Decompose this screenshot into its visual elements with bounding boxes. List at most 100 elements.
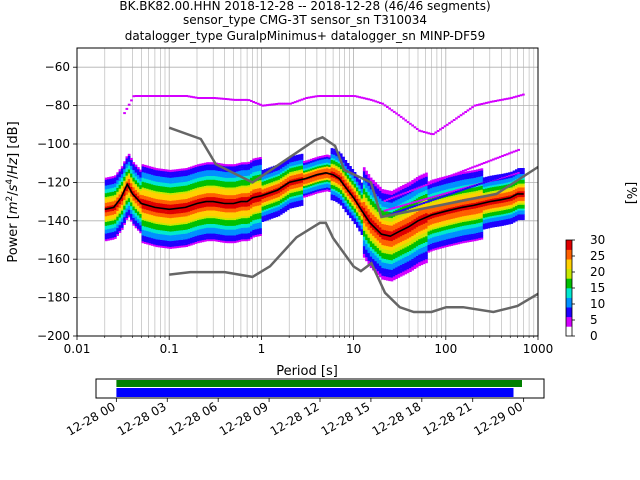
density-cell xyxy=(213,219,216,222)
density-cell xyxy=(316,181,320,184)
density-cell xyxy=(180,237,184,240)
density-cell xyxy=(321,165,325,168)
density-cell xyxy=(275,213,278,216)
density-cell xyxy=(210,177,214,180)
density-cell xyxy=(143,166,147,169)
density-cell xyxy=(369,239,373,242)
density-cell xyxy=(374,186,378,189)
density-cell xyxy=(404,187,408,190)
density-cell xyxy=(208,166,212,169)
density-cell xyxy=(157,241,161,244)
density-cell xyxy=(369,217,373,221)
density-cell xyxy=(296,195,299,198)
density-cell xyxy=(176,186,179,189)
density-cell xyxy=(132,179,136,182)
density-cell xyxy=(104,233,108,236)
density-cell xyxy=(365,191,368,194)
density-cell xyxy=(245,231,249,234)
density-cell xyxy=(164,228,168,231)
density-cell xyxy=(321,170,325,174)
density-cell xyxy=(372,199,375,202)
density-cell xyxy=(300,190,304,193)
density-cell xyxy=(342,204,345,207)
density-cell xyxy=(367,245,371,248)
density-cell xyxy=(167,185,170,188)
density-cell xyxy=(104,237,108,240)
density-cell xyxy=(187,230,191,233)
density-cell xyxy=(192,219,195,222)
density-cell xyxy=(319,190,322,193)
density-cell xyxy=(309,181,313,185)
density-cell xyxy=(217,174,221,177)
density-cell xyxy=(337,189,341,193)
density-cell xyxy=(395,238,398,241)
density-cell xyxy=(238,228,242,231)
density-cell xyxy=(155,185,159,188)
sparse-cell xyxy=(360,96,364,99)
density-cell xyxy=(399,268,403,271)
density-cell xyxy=(344,202,348,205)
density-cell xyxy=(386,251,389,254)
density-cell xyxy=(203,168,207,171)
density-cell xyxy=(134,185,138,188)
density-cell xyxy=(201,188,205,191)
density-cell xyxy=(289,177,292,180)
density-cell xyxy=(125,206,129,209)
density-cell xyxy=(321,178,325,181)
density-cell xyxy=(305,162,308,165)
density-cell xyxy=(383,277,387,281)
density-cell xyxy=(120,177,124,180)
density-cell xyxy=(351,201,355,204)
density-cell xyxy=(344,165,348,168)
density-cell xyxy=(171,194,175,197)
density-cell xyxy=(376,249,380,252)
density-cell xyxy=(238,224,242,227)
density-cell xyxy=(150,241,154,244)
density-cell xyxy=(314,188,318,191)
density-cell xyxy=(381,200,385,203)
density-cell xyxy=(123,178,126,181)
density-cell xyxy=(381,229,385,232)
density-cell xyxy=(111,183,115,186)
density-cell xyxy=(104,221,108,224)
density-cell xyxy=(162,203,166,206)
density-cell xyxy=(201,182,205,185)
density-cell xyxy=(365,232,368,235)
density-cell xyxy=(190,201,193,204)
density-cell xyxy=(167,188,170,191)
density-cell xyxy=(222,209,225,212)
density-cell xyxy=(376,190,380,193)
density-cell xyxy=(229,168,232,171)
density-cell xyxy=(183,185,186,188)
density-cell xyxy=(362,173,366,176)
density-cell xyxy=(141,181,145,184)
density-cell xyxy=(296,199,299,202)
density-cell xyxy=(213,169,216,173)
density-cell xyxy=(330,152,334,155)
density-cell xyxy=(256,172,260,175)
density-cell xyxy=(134,218,138,221)
density-cell xyxy=(226,187,230,190)
density-cell xyxy=(305,189,308,192)
density-cell xyxy=(353,191,357,194)
density-cell xyxy=(233,217,237,221)
density-cell xyxy=(305,185,308,188)
density-cell xyxy=(332,158,336,161)
density-cell xyxy=(406,217,410,220)
density-cell xyxy=(362,186,366,189)
density-cell xyxy=(282,191,285,194)
density-cell xyxy=(247,163,251,166)
density-cell xyxy=(213,223,216,226)
sparse-cell xyxy=(399,115,403,118)
density-cell xyxy=(176,178,179,181)
density-cell xyxy=(388,196,391,199)
density-cell xyxy=(190,189,193,192)
density-cell xyxy=(356,223,359,226)
density-cell xyxy=(194,180,198,183)
density-cell xyxy=(298,167,302,170)
density-cell xyxy=(141,229,145,232)
density-cell xyxy=(372,256,375,259)
density-cell xyxy=(409,246,412,249)
density-cell xyxy=(187,184,191,187)
density-cell xyxy=(284,169,288,172)
